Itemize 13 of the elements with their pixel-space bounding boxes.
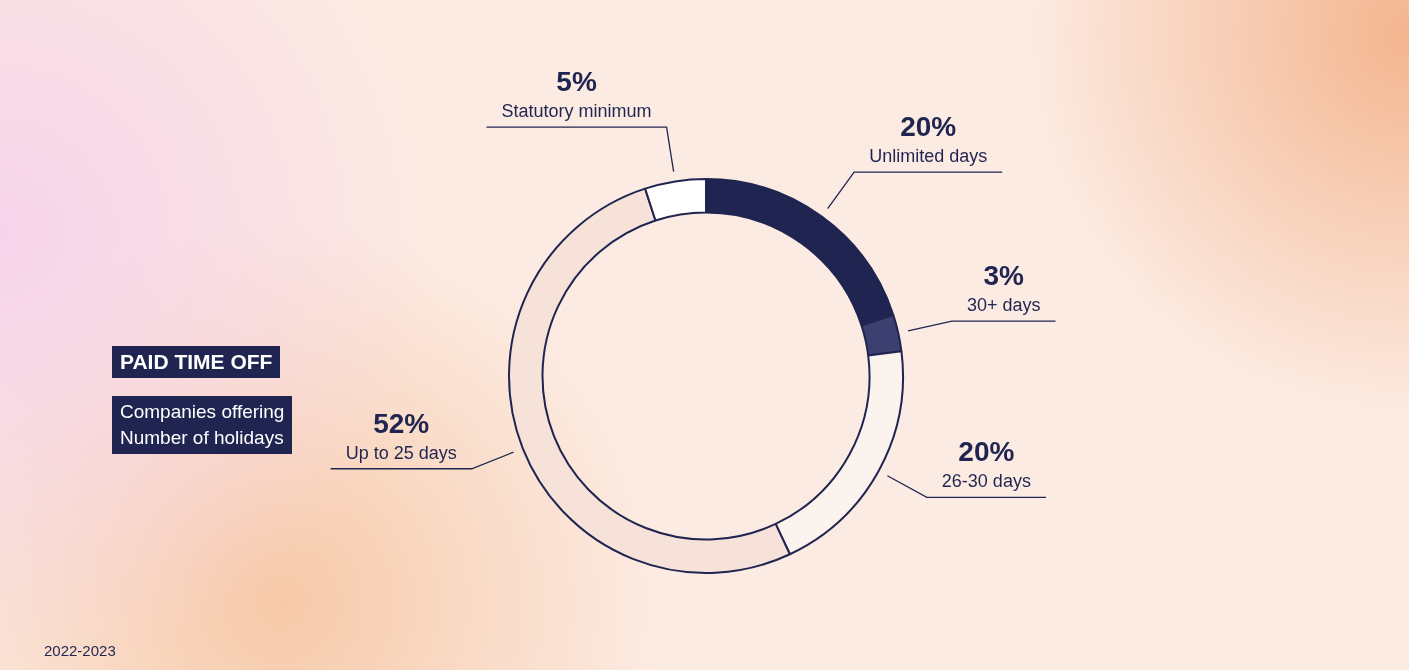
data-label: 3% [983, 260, 1025, 292]
data-label: 20% [958, 436, 1015, 468]
data-label: 52% [373, 407, 430, 439]
slice-label: Unlimited days [869, 146, 988, 167]
slice-label: Up to 25 days [345, 442, 457, 463]
data-label: 20% [900, 111, 957, 143]
data-label: 5% [556, 66, 597, 98]
text: Companies offering Number of holidays [112, 396, 293, 454]
text: 2022-2023 [44, 642, 116, 659]
slice-label: 30+ days [966, 295, 1041, 316]
slice-label: 26-30 days [941, 471, 1031, 492]
slice-label: Statutory minimum [501, 101, 652, 122]
text: PAID TIME OFF [112, 346, 281, 378]
